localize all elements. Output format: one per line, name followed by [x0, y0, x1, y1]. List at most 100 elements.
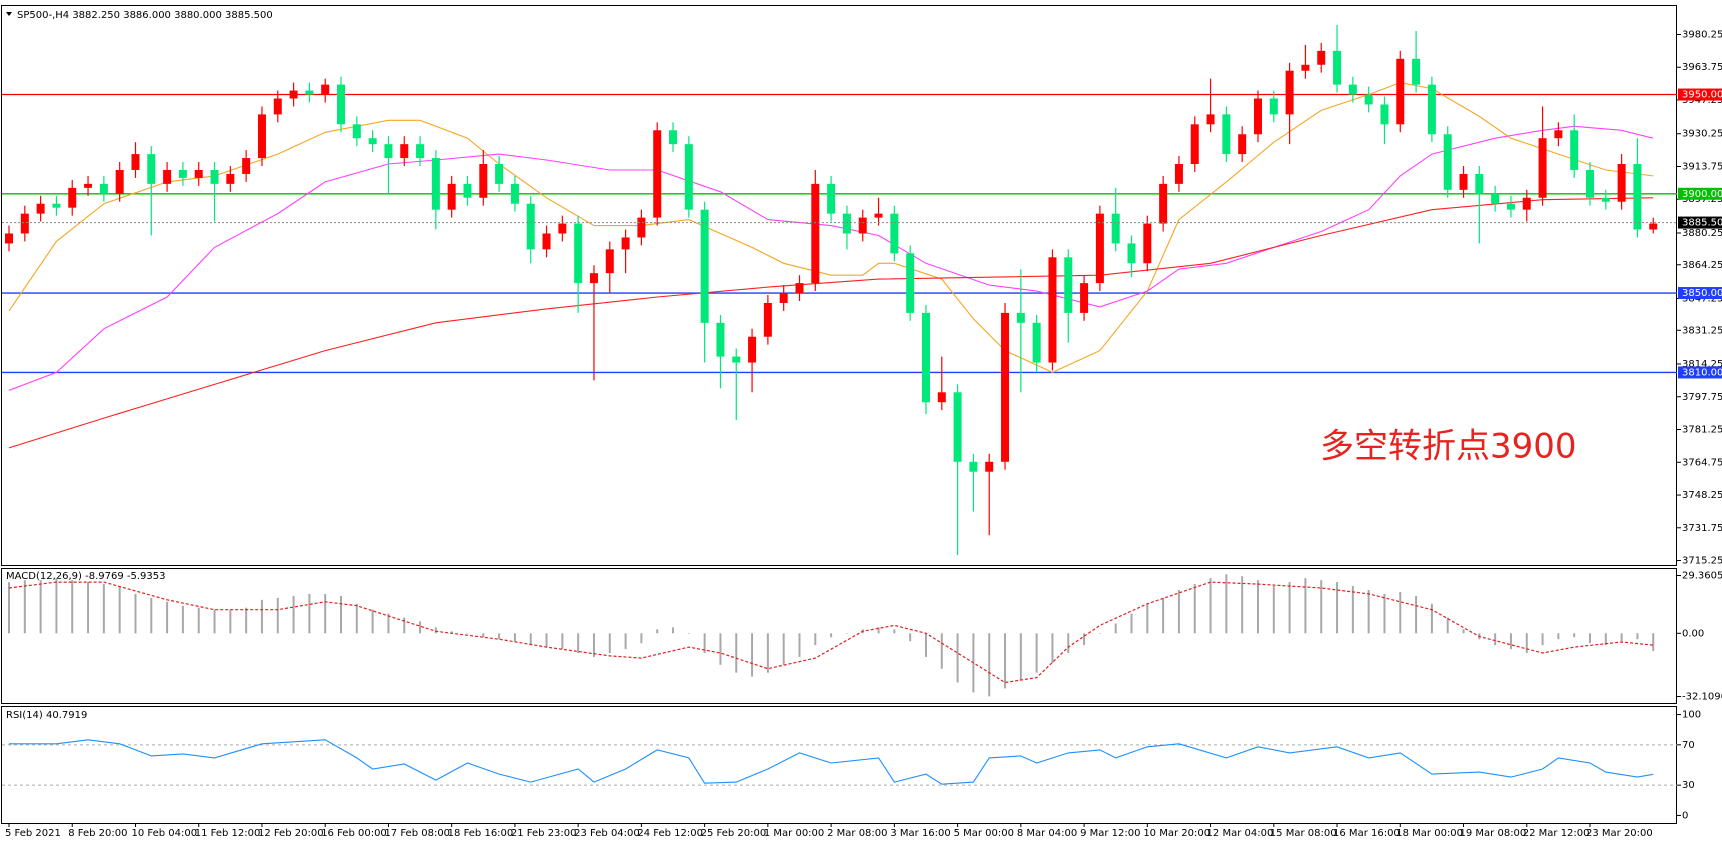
candle-body: [84, 183, 93, 188]
candle-body: [368, 138, 377, 145]
x-tick-label: 18 Mar 00:00: [1396, 828, 1463, 839]
macd-bar: [1652, 633, 1655, 652]
macd-bar: [1383, 593, 1386, 634]
x-tick-label: 18 Feb 16:00: [448, 828, 514, 839]
candle-body: [842, 213, 851, 234]
candle-body: [337, 84, 346, 125]
level-label: 3850.000: [1682, 288, 1722, 299]
candle-body: [1601, 197, 1610, 202]
macd-bar: [1509, 633, 1512, 650]
macd-bar: [924, 633, 927, 657]
candle-body: [748, 336, 757, 363]
candle-body: [257, 114, 266, 159]
candle-body: [1080, 283, 1089, 313]
candle-body: [558, 223, 567, 234]
macd-bar: [956, 633, 959, 683]
candle-body: [321, 84, 330, 95]
y-tick-label: 3715.250: [1682, 556, 1722, 567]
macd-title: MACD(12,26,9) -8.9769 -5.9353: [6, 571, 166, 582]
macd-bar: [1336, 582, 1339, 634]
macd-bar: [703, 633, 706, 653]
macd-bar: [577, 633, 580, 653]
x-tick-label: 8 Mar 04:00: [1017, 828, 1077, 839]
macd-bar: [909, 633, 912, 642]
candle-body: [479, 164, 488, 198]
macd-bar: [1589, 633, 1591, 644]
candle-body: [716, 322, 725, 357]
macd-bar: [55, 578, 58, 634]
candle-body: [1285, 70, 1294, 115]
x-tick-label: 24 Feb 12:00: [637, 828, 703, 839]
candle-body: [194, 169, 203, 178]
macd-bar: [8, 582, 10, 634]
macd-bar: [308, 593, 311, 634]
candle-body: [811, 183, 820, 284]
candle-body: [1064, 257, 1073, 313]
macd-bar: [181, 605, 184, 634]
macd-bar: [814, 633, 817, 646]
candle-body: [1111, 213, 1120, 244]
candle-body: [1001, 312, 1010, 462]
macd-bar: [845, 633, 848, 634]
macd-bar: [498, 633, 501, 640]
candle-body: [1143, 223, 1152, 264]
candle-body: [1032, 322, 1041, 363]
y-tick-label: 70: [1682, 740, 1695, 751]
candle-body: [1459, 173, 1468, 190]
x-tick-label: 8 Feb 20:00: [68, 828, 127, 839]
macd-bar: [387, 613, 390, 634]
macd-bar: [1209, 578, 1212, 634]
candle-body: [1412, 58, 1421, 85]
candle-body: [36, 203, 45, 214]
candle-body: [242, 158, 251, 174]
macd-bar: [1557, 633, 1560, 640]
macd-bar: [561, 633, 564, 650]
candle-body: [510, 183, 519, 204]
rsi-pane: [1, 706, 1677, 824]
level-tag: [1678, 88, 1722, 101]
candle-body: [1348, 84, 1357, 95]
y-tick-label: 3781.250: [1682, 425, 1722, 436]
macd-bar: [371, 609, 374, 634]
macd-bar: [545, 633, 548, 648]
candle-body: [827, 183, 836, 214]
candle-body: [1364, 94, 1373, 105]
candle-body: [1222, 114, 1231, 155]
macd-pane: [1, 568, 1677, 704]
candle-body: [1016, 312, 1025, 323]
macd-bar: [1004, 633, 1007, 689]
candle-body: [1586, 169, 1594, 198]
level-tag: [1678, 287, 1722, 300]
candle-body: [1538, 138, 1547, 198]
x-tick-label: 5 Mar 00:00: [954, 828, 1014, 839]
x-tick-label: 21 Feb 23:00: [511, 828, 577, 839]
macd-bar: [1320, 580, 1323, 634]
candle-body: [99, 183, 108, 194]
x-tick-label: 12 Mar 04:00: [1207, 828, 1274, 839]
candle-body: [1253, 98, 1262, 135]
macd-bar: [1035, 633, 1038, 673]
candle-body: [589, 273, 598, 284]
moving-average: [8, 197, 1654, 449]
y-tick-label: 3748.250: [1682, 490, 1722, 501]
y-tick-label: 3864.250: [1682, 260, 1722, 271]
candle-body: [416, 144, 425, 159]
macd-bar: [1415, 595, 1418, 634]
last-price-tag: [1678, 216, 1722, 229]
candle-body: [637, 217, 646, 238]
candle-body: [447, 183, 456, 210]
y-tick-label: 0: [1682, 810, 1688, 821]
candle-body: [1317, 50, 1326, 65]
candle-body: [1095, 213, 1104, 284]
candle-body: [431, 158, 440, 210]
candle-body: [115, 169, 124, 194]
macd-bar: [656, 629, 659, 634]
macd-bar: [529, 633, 532, 646]
candle-body: [178, 169, 187, 178]
x-tick-label: 2 Mar 08:00: [827, 828, 887, 839]
candle-body: [5, 233, 13, 244]
candle-body: [1159, 183, 1168, 224]
candle-body: [605, 249, 614, 274]
macd-bar: [1193, 584, 1196, 634]
candle-body: [1522, 197, 1531, 210]
